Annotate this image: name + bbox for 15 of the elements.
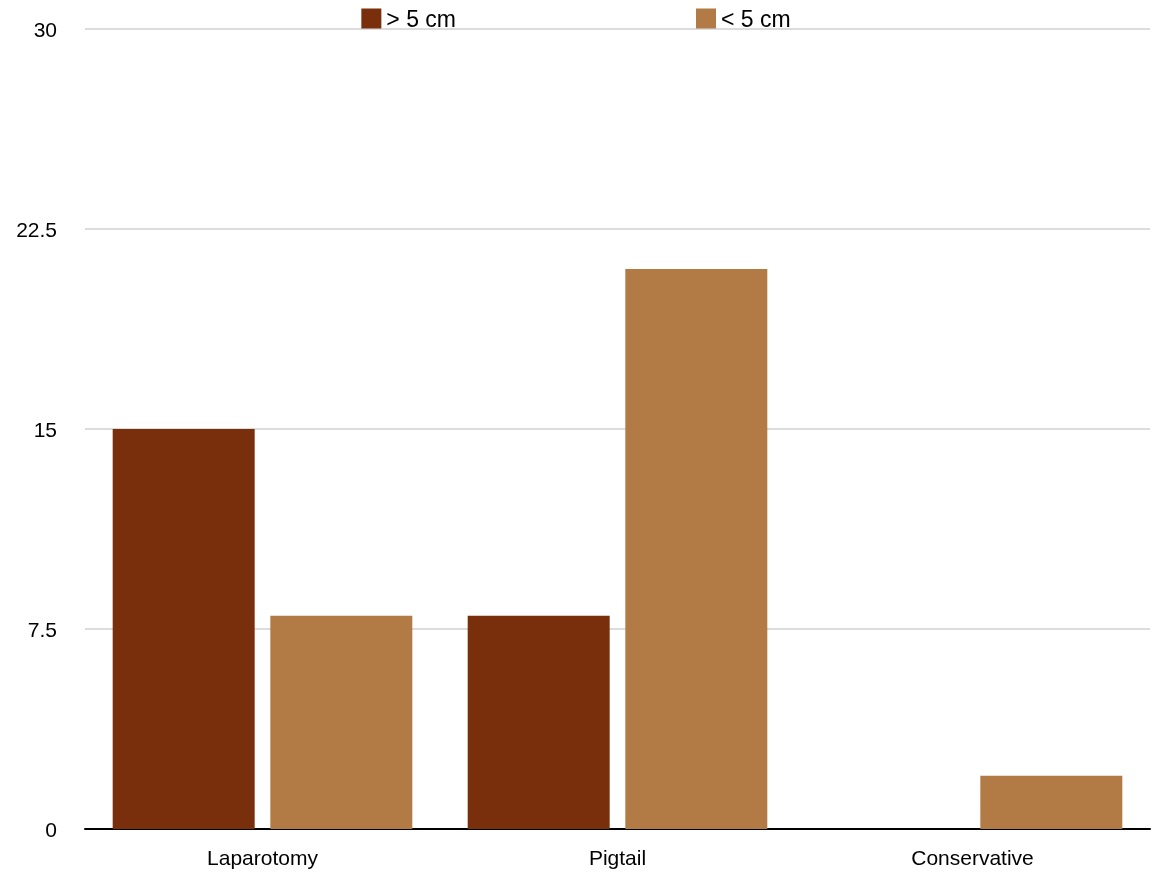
- y-tick-label: 30: [33, 17, 57, 41]
- y-tick-label: 15: [33, 417, 57, 441]
- bar: [625, 269, 768, 829]
- legend-label: > 5 cm: [386, 5, 457, 32]
- y-tick-label: 0: [45, 817, 57, 841]
- y-tick-label: 22.5: [16, 217, 57, 241]
- x-tick-label: Conservative: [911, 846, 1034, 869]
- bar: [467, 615, 610, 829]
- x-tick-label: Laparotomy: [207, 846, 319, 869]
- bar: [112, 429, 255, 829]
- x-tick-label: Pigtail: [588, 846, 647, 869]
- y-tick-label: 7.5: [27, 617, 57, 641]
- bar: [980, 775, 1123, 829]
- bar: [270, 615, 413, 829]
- legend-label: < 5 cm: [721, 5, 791, 32]
